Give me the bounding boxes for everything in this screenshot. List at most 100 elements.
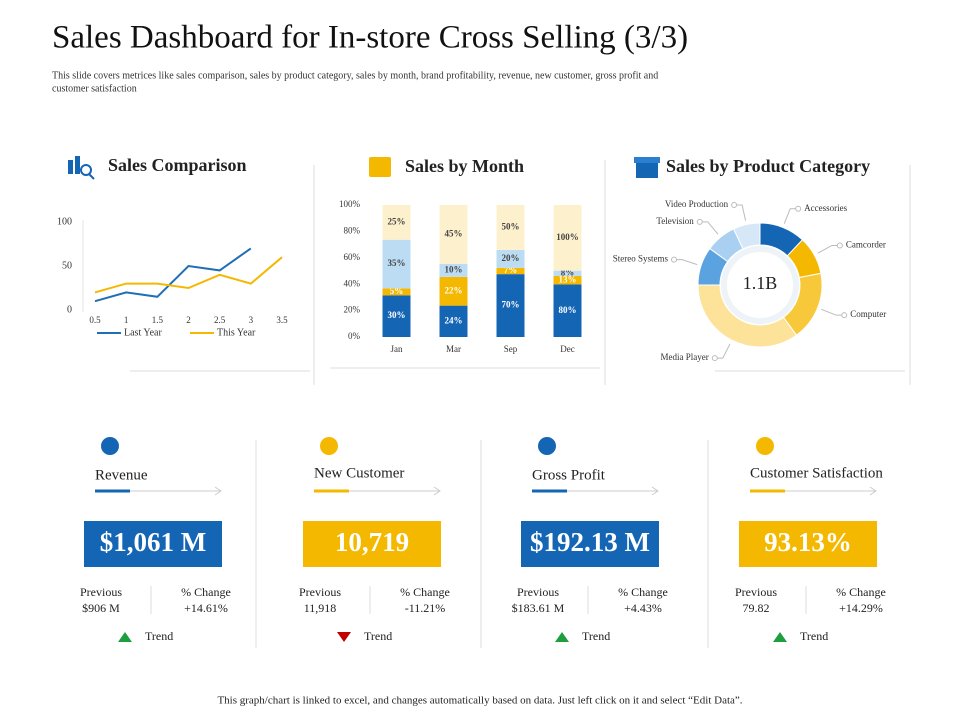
- kpi-value: $192.13 M: [530, 527, 650, 557]
- kpi-box: [739, 521, 877, 567]
- change-value: +4.43%: [624, 601, 662, 615]
- trend-label: Trend: [145, 629, 173, 643]
- x-tick-label: 3: [249, 315, 254, 325]
- donut-slice: [732, 222, 761, 250]
- bar-segment: [382, 205, 411, 240]
- subtitle: This slide covers metrices like sales co…: [52, 70, 658, 81]
- y-tick-label: 60%: [344, 252, 361, 262]
- leader-line: [714, 343, 731, 359]
- y-tick-label: 0%: [348, 331, 361, 341]
- line-series: [94, 256, 283, 294]
- x-tick-label: 1.5: [152, 315, 164, 325]
- trend-arrow: [118, 632, 132, 642]
- kpi-value: 10,719: [335, 527, 409, 557]
- subtitle: customer satisfaction: [52, 83, 137, 94]
- leader-dot: [795, 205, 802, 212]
- previous-value: 79.82: [743, 601, 770, 615]
- bar-segment: [496, 274, 525, 337]
- kpi-label: Revenue: [95, 467, 148, 483]
- change-value: +14.29%: [839, 601, 883, 615]
- y-tick-label: 100: [57, 216, 72, 227]
- bar-segment: [439, 276, 468, 306]
- bar-segment: [439, 205, 468, 264]
- previous-value: $906 M: [82, 601, 120, 615]
- leader-dot: [671, 256, 678, 263]
- previous-label: Previous: [299, 585, 341, 599]
- leader-dot: [731, 201, 738, 208]
- leader-line: [699, 221, 719, 235]
- category-label: Accessories: [804, 203, 847, 213]
- leader-line: [821, 308, 845, 316]
- leader-line: [674, 259, 698, 266]
- trend-label: Trend: [364, 629, 392, 643]
- trend-arrow: [337, 632, 351, 642]
- data-label: 80%: [559, 305, 577, 315]
- kpi-icon: [756, 437, 774, 455]
- page-title: Sales Dashboard for In-store Cross Selli…: [52, 20, 688, 56]
- x-tick-label: 2: [186, 315, 191, 325]
- bar-segment: [439, 263, 468, 277]
- kpi-box: [303, 521, 441, 567]
- x-tick-label: Sep: [504, 344, 518, 354]
- change-value: +14.61%: [184, 601, 228, 615]
- data-label: 100%: [556, 232, 579, 242]
- data-label: 10%: [445, 264, 463, 274]
- trend-arrow: [555, 632, 569, 642]
- bar-segment: [553, 270, 582, 276]
- kpi-label: Customer Satisfaction: [750, 465, 883, 481]
- data-label: 5%: [390, 286, 404, 296]
- change-label: % Change: [836, 585, 886, 599]
- kpi-label: Gross Profit: [532, 467, 606, 483]
- previous-label: Previous: [517, 585, 559, 599]
- bar-segment: [382, 288, 411, 296]
- previous-label: Previous: [735, 585, 777, 599]
- change-label: % Change: [618, 585, 668, 599]
- trend-label: Trend: [582, 629, 610, 643]
- x-tick-label: 1: [124, 315, 129, 325]
- category-label: Television: [656, 216, 694, 226]
- y-tick-label: 40%: [344, 278, 361, 288]
- change-label: % Change: [181, 585, 231, 599]
- section-title: Sales by Month: [405, 156, 524, 176]
- leader-dot: [836, 242, 843, 249]
- x-tick-label: 3.5: [276, 315, 288, 325]
- y-tick-label: 20%: [344, 305, 361, 315]
- trend-arrow: [773, 632, 787, 642]
- data-label: 25%: [388, 216, 406, 226]
- line-series: [94, 247, 252, 303]
- y-tick-label: 0: [67, 304, 72, 315]
- kpi-arrow: [869, 486, 877, 496]
- kpi-label: New Customer: [314, 465, 404, 481]
- kpi-arrow: [433, 486, 441, 496]
- icon: [68, 156, 95, 180]
- bar-segment: [553, 275, 582, 285]
- bar-segment: [553, 205, 582, 271]
- bar-segment: [439, 305, 468, 337]
- previous-value: 11,918: [304, 601, 337, 615]
- category-label: Camcorder: [846, 240, 886, 250]
- legend-label: Last Year: [124, 327, 162, 338]
- data-label: 50%: [502, 222, 520, 232]
- legend-label: This Year: [217, 327, 256, 338]
- bar-segment: [382, 239, 411, 289]
- change-value: -11.21%: [405, 601, 446, 615]
- icon: [369, 157, 391, 177]
- section-title: Sales Comparison: [108, 155, 247, 175]
- leader-line: [817, 244, 840, 254]
- x-tick-label: 2.5: [214, 315, 226, 325]
- data-label: 70%: [502, 300, 520, 310]
- category-label: Video Production: [665, 199, 729, 209]
- kpi-value: 93.13%: [764, 527, 852, 557]
- kpi-icon: [538, 437, 556, 455]
- data-label: 30%: [388, 310, 406, 320]
- leader-dot: [711, 355, 718, 362]
- data-label: 20%: [502, 253, 520, 263]
- donut-inner-ring: [721, 246, 799, 324]
- y-tick-label: 80%: [344, 225, 361, 235]
- data-label: 13%: [559, 274, 577, 284]
- y-tick-label: 100%: [339, 199, 361, 209]
- data-label: 45%: [445, 228, 463, 238]
- bar-segment: [553, 284, 582, 337]
- kpi-box: [84, 521, 222, 567]
